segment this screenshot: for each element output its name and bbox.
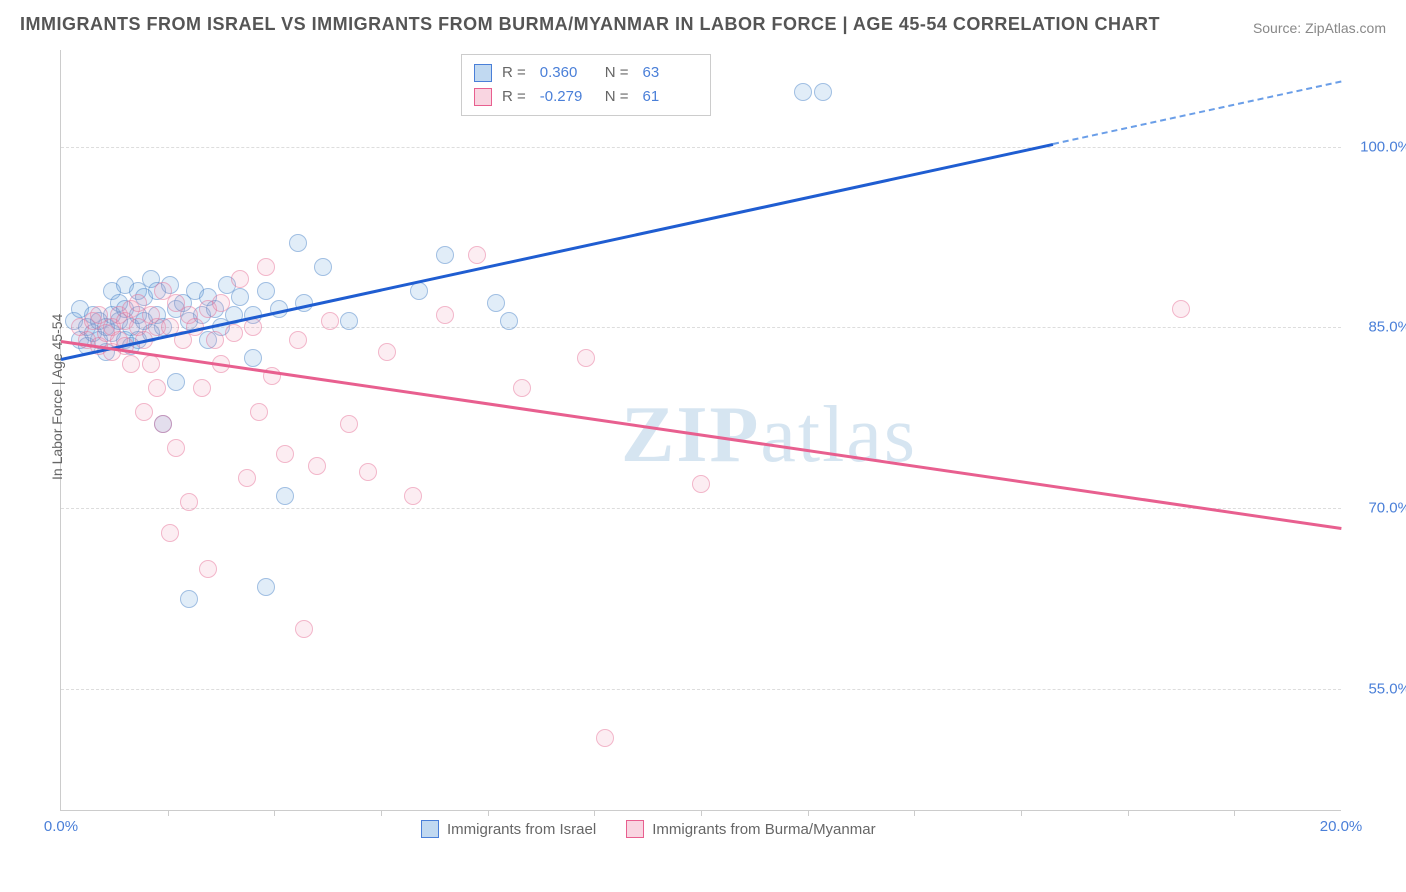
gridline: [61, 508, 1341, 509]
scatter-point: [295, 620, 313, 638]
x-minor-tick: [808, 810, 809, 816]
scatter-point: [308, 457, 326, 475]
scatter-point: [378, 343, 396, 361]
swatch-blue-icon: [474, 64, 492, 82]
plot-area: In Labor Force | Age 45-54 ZIPatlas R = …: [60, 50, 1341, 811]
x-minor-tick: [594, 810, 595, 816]
scatter-point: [244, 349, 262, 367]
x-minor-tick: [1128, 810, 1129, 816]
scatter-point: [359, 463, 377, 481]
trend-line: [61, 340, 1341, 529]
scatter-point: [289, 234, 307, 252]
legend-row-pink: R = -0.279 N = 61: [474, 85, 698, 109]
r-label: R =: [502, 85, 526, 109]
scatter-point: [142, 355, 160, 373]
legend-item-burma: Immigrants from Burma/Myanmar: [626, 820, 875, 838]
scatter-point: [199, 560, 217, 578]
scatter-point: [122, 355, 140, 373]
scatter-point: [314, 258, 332, 276]
source-label: Source: ZipAtlas.com: [1253, 20, 1386, 36]
scatter-point: [257, 258, 275, 276]
scatter-point: [167, 373, 185, 391]
scatter-point: [180, 590, 198, 608]
x-minor-tick: [1234, 810, 1235, 816]
scatter-point: [1172, 300, 1190, 318]
y-tick-label: 70.0%: [1351, 500, 1406, 517]
gridline: [61, 147, 1341, 148]
scatter-point: [257, 578, 275, 596]
legend-label: Immigrants from Burma/Myanmar: [652, 821, 875, 838]
scatter-point: [513, 379, 531, 397]
n-value-blue: 63: [643, 61, 698, 85]
swatch-pink-icon: [626, 820, 644, 838]
scatter-point: [257, 282, 275, 300]
y-axis-label: In Labor Force | Age 45-54: [49, 314, 65, 480]
scatter-point: [404, 487, 422, 505]
scatter-point: [148, 379, 166, 397]
scatter-point: [206, 331, 224, 349]
scatter-point: [340, 312, 358, 330]
scatter-point: [244, 318, 262, 336]
swatch-blue-icon: [421, 820, 439, 838]
scatter-point: [193, 379, 211, 397]
scatter-point: [321, 312, 339, 330]
scatter-point: [436, 246, 454, 264]
scatter-point: [167, 439, 185, 457]
r-label: R =: [502, 61, 526, 85]
y-tick-label: 100.0%: [1351, 138, 1406, 155]
x-minor-tick: [701, 810, 702, 816]
scatter-point: [692, 475, 710, 493]
x-minor-tick: [914, 810, 915, 816]
r-value-blue: 0.360: [540, 61, 595, 85]
scatter-point: [410, 282, 428, 300]
scatter-point: [340, 415, 358, 433]
x-minor-tick: [381, 810, 382, 816]
legend-label: Immigrants from Israel: [447, 821, 596, 838]
chart-title: IMMIGRANTS FROM ISRAEL VS IMMIGRANTS FRO…: [20, 14, 1160, 35]
correlation-legend: R = 0.360 N = 63 R = -0.279 N = 61: [461, 54, 711, 116]
swatch-pink-icon: [474, 88, 492, 106]
scatter-point: [289, 331, 307, 349]
scatter-point: [238, 469, 256, 487]
scatter-point: [231, 270, 249, 288]
x-minor-tick: [1021, 810, 1022, 816]
scatter-point: [180, 493, 198, 511]
legend-row-blue: R = 0.360 N = 63: [474, 61, 698, 85]
scatter-point: [231, 288, 249, 306]
scatter-point: [135, 403, 153, 421]
legend-item-israel: Immigrants from Israel: [421, 820, 596, 838]
scatter-point: [500, 312, 518, 330]
n-label: N =: [605, 61, 629, 85]
scatter-point: [250, 403, 268, 421]
scatter-point: [814, 83, 832, 101]
scatter-point: [225, 324, 243, 342]
r-value-pink: -0.279: [540, 85, 595, 109]
x-minor-tick: [274, 810, 275, 816]
y-tick-label: 85.0%: [1351, 319, 1406, 336]
scatter-point: [161, 524, 179, 542]
scatter-point: [487, 294, 505, 312]
x-minor-tick: [168, 810, 169, 816]
n-label: N =: [605, 85, 629, 109]
x-tick-label: 20.0%: [1320, 818, 1363, 835]
gridline: [61, 689, 1341, 690]
x-minor-tick: [488, 810, 489, 816]
scatter-point: [276, 445, 294, 463]
watermark-zip: ZIP: [621, 391, 760, 479]
scatter-point: [794, 83, 812, 101]
watermark-rest: atlas: [760, 391, 917, 479]
watermark: ZIPatlas: [621, 390, 917, 481]
scatter-point: [212, 294, 230, 312]
x-tick-label: 0.0%: [44, 818, 78, 835]
y-tick-label: 55.0%: [1351, 681, 1406, 698]
n-value-pink: 61: [643, 85, 698, 109]
scatter-point: [154, 415, 172, 433]
scatter-point: [436, 306, 454, 324]
series-legend: Immigrants from Israel Immigrants from B…: [421, 820, 876, 838]
scatter-point: [276, 487, 294, 505]
scatter-point: [596, 729, 614, 747]
trend-line: [1053, 80, 1341, 144]
scatter-point: [468, 246, 486, 264]
scatter-point: [577, 349, 595, 367]
